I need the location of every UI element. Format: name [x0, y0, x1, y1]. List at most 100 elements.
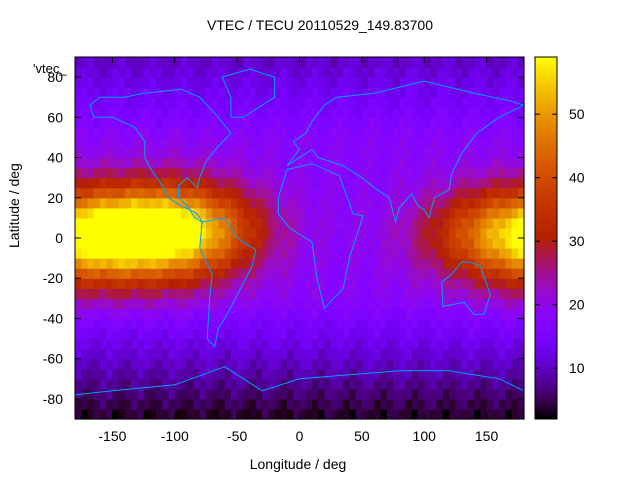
heatmap-cell	[318, 318, 326, 330]
heatmap-cell	[424, 268, 432, 279]
heatmap-cell	[343, 348, 350, 360]
heatmap-cell	[199, 227, 207, 239]
heatmap-cell	[299, 348, 307, 360]
heatmap-cell	[262, 268, 269, 279]
heatmap-cell	[87, 288, 95, 299]
heatmap-cell	[118, 167, 126, 179]
heatmap-cell	[461, 308, 469, 320]
heatmap-cell	[262, 258, 269, 269]
heatmap-cell	[174, 258, 182, 269]
heatmap-cell	[255, 57, 263, 68]
heatmap-cell	[467, 388, 475, 400]
heatmap-cell	[511, 87, 519, 98]
heatmap-cell	[287, 197, 294, 209]
heatmap-cell	[262, 238, 269, 249]
heatmap-cell	[380, 87, 388, 98]
heatmap-cell	[405, 127, 413, 139]
heatmap-cell	[280, 328, 288, 340]
heatmap-cell	[230, 187, 238, 199]
heatmap-cell	[461, 378, 469, 390]
heatmap-cell	[87, 117, 95, 128]
heatmap-cell	[75, 368, 82, 380]
heatmap-cell	[143, 238, 151, 249]
heatmap-cell	[124, 67, 132, 78]
heatmap-cell	[374, 197, 382, 209]
heatmap-cell	[193, 167, 201, 179]
heatmap-cell	[162, 207, 170, 219]
heatmap-cell	[492, 197, 500, 209]
heatmap-cell	[99, 137, 107, 149]
heatmap-cell	[193, 77, 201, 88]
heatmap-cell	[81, 147, 89, 159]
heatmap-cell	[393, 187, 400, 199]
heatmap-cell	[143, 338, 151, 350]
heatmap-cell	[199, 378, 207, 390]
heatmap-cell	[162, 127, 170, 139]
heatmap-cell	[124, 107, 132, 118]
heatmap-cell	[262, 147, 269, 159]
heatmap-cell	[505, 358, 513, 370]
heatmap-cell	[205, 187, 213, 199]
heatmap-cell	[124, 238, 132, 249]
heatmap-cell	[93, 197, 101, 209]
heatmap-cell	[305, 137, 313, 149]
heatmap-cell	[149, 398, 157, 410]
heatmap-cell	[174, 77, 182, 88]
heatmap-cell	[386, 398, 394, 410]
heatmap-cell	[156, 87, 163, 98]
heatmap-cell	[181, 207, 188, 219]
heatmap-cell	[305, 107, 313, 118]
heatmap-cell	[218, 238, 226, 249]
heatmap-cell	[193, 398, 201, 410]
heatmap-cell	[511, 258, 519, 269]
heatmap-cell	[430, 408, 438, 420]
heatmap-cell	[511, 207, 519, 219]
heatmap-cell	[455, 368, 463, 380]
heatmap-cell	[249, 398, 257, 410]
heatmap-cell	[81, 328, 89, 340]
heatmap-cell	[380, 338, 388, 350]
heatmap-cell	[218, 227, 226, 239]
heatmap-cell	[461, 358, 469, 370]
heatmap-cell	[162, 298, 170, 309]
heatmap-cell	[505, 338, 513, 350]
heatmap-cell	[168, 368, 176, 380]
heatmap-cell	[99, 378, 107, 390]
heatmap-cell	[199, 318, 207, 330]
heatmap-cell	[249, 177, 257, 189]
heatmap-cell	[505, 348, 513, 360]
heatmap-cell	[492, 338, 500, 350]
heatmap-cell	[505, 207, 513, 219]
heatmap-cell	[93, 117, 101, 128]
heatmap-cell	[268, 358, 276, 370]
heatmap-cell	[81, 368, 89, 380]
heatmap-cell	[280, 147, 288, 159]
heatmap-cell	[131, 238, 138, 249]
heatmap-cell	[492, 157, 500, 169]
heatmap-cell	[243, 378, 251, 390]
heatmap-cell	[299, 167, 307, 179]
heatmap-cell	[368, 157, 375, 169]
heatmap-cell	[212, 348, 220, 360]
heatmap-cell	[336, 117, 344, 128]
heatmap-cell	[205, 238, 213, 249]
heatmap-cell	[243, 67, 251, 78]
heatmap-cell	[124, 97, 132, 108]
heatmap-cell	[280, 338, 288, 350]
heatmap-cell	[368, 248, 375, 259]
heatmap-cell	[237, 278, 244, 289]
heatmap-cell	[511, 157, 519, 169]
heatmap-cell	[417, 217, 425, 229]
heatmap-cell	[249, 308, 257, 320]
heatmap-cell	[99, 177, 107, 189]
heatmap-cell	[293, 378, 301, 390]
heatmap-cell	[380, 127, 388, 139]
heatmap-cell	[199, 77, 207, 88]
heatmap-cell	[355, 147, 363, 159]
heatmap-cell	[349, 67, 357, 78]
heatmap-cell	[99, 87, 107, 98]
heatmap-cell	[467, 217, 475, 229]
heatmap-cell	[486, 318, 494, 330]
heatmap-cell	[374, 248, 382, 259]
heatmap-cell	[212, 77, 220, 88]
